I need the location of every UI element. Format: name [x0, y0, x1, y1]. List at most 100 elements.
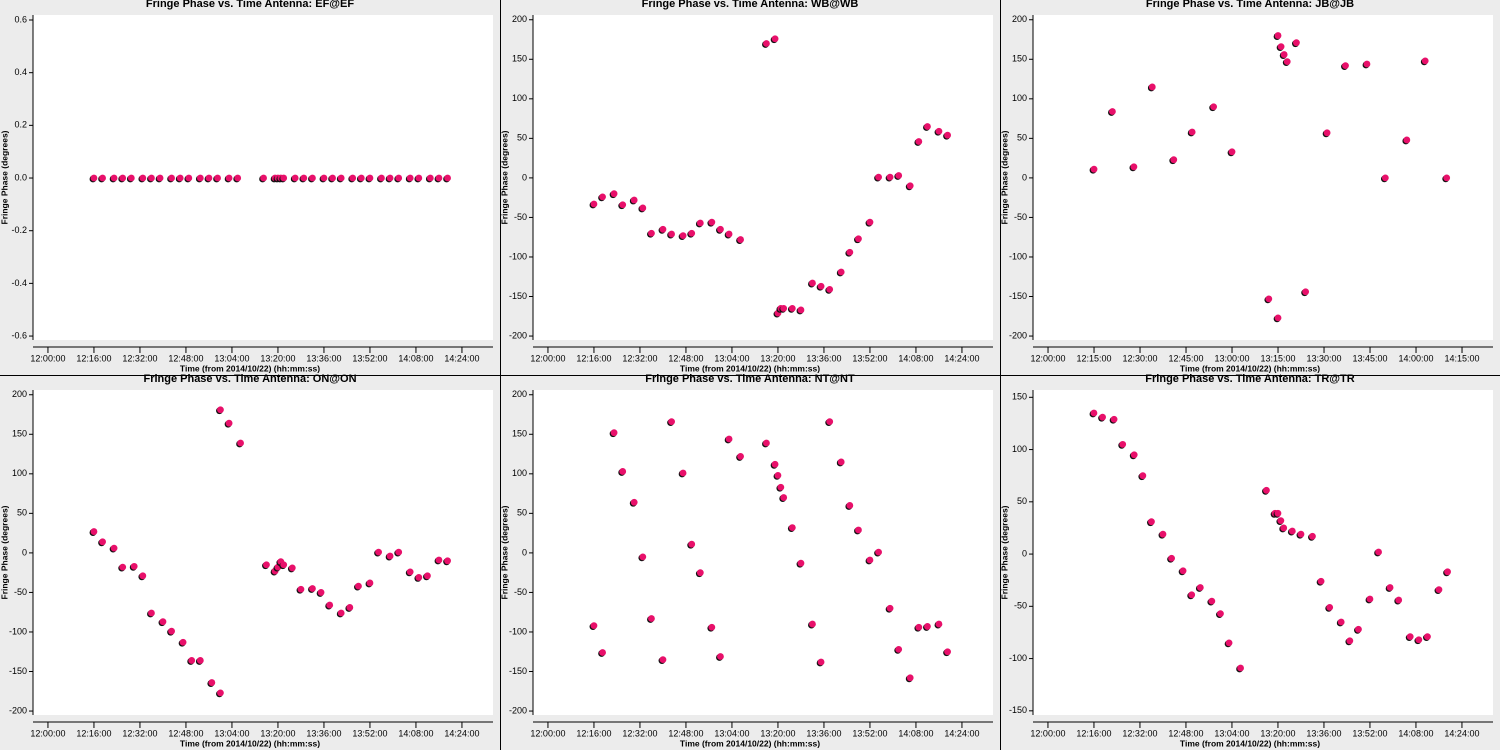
marker — [1386, 584, 1394, 591]
x-tick-label: 14:08:00 — [398, 353, 433, 363]
marker — [119, 174, 127, 182]
marker — [1148, 518, 1155, 526]
marker — [866, 556, 874, 564]
x-tick-label: 12:48:00 — [668, 353, 703, 363]
panel-title: Fringe Phase vs. Time Antenna: EF@EF — [146, 0, 354, 10]
x-tick-label: 13:52:00 — [352, 353, 387, 363]
marker — [777, 483, 785, 491]
y-tick-label: 200 — [1012, 14, 1027, 24]
y-tick-label: 150 — [512, 54, 527, 64]
y-tick-label: -150 — [1009, 705, 1027, 715]
marker — [1274, 314, 1282, 322]
x-tick-label: 12:16:00 — [76, 728, 111, 738]
y-axis-label: Fringe Phase (degrees) — [999, 505, 1009, 599]
marker — [337, 609, 345, 617]
x-axis-label: Time (from 2014/10/22) (hh:mm:ss) — [680, 363, 820, 373]
marker — [780, 304, 788, 312]
marker — [688, 229, 696, 237]
y-tick-label: -50 — [514, 212, 527, 222]
marker — [139, 572, 147, 580]
x-tick-label: 12:48:00 — [168, 728, 203, 738]
y-tick-label: 200 — [512, 14, 527, 24]
x-tick-label: 13:04:00 — [714, 353, 749, 363]
y-axis-label: Fringe Phase (degrees) — [499, 505, 509, 599]
marker — [1170, 156, 1178, 164]
marker — [168, 174, 175, 182]
marker — [406, 568, 414, 576]
marker — [1225, 639, 1233, 647]
marker — [866, 218, 874, 226]
marker — [837, 458, 845, 466]
marker — [415, 574, 423, 581]
panel: 150 100 50 0 -50 -100 -150 12:00:00 12:16:00 12:3… — [999, 373, 1493, 748]
x-tick-label: 13:20:00 — [1260, 728, 1295, 738]
y-tick-label: 50 — [1017, 133, 1027, 143]
marker — [1210, 103, 1218, 111]
x-tick-label: 12:00:00 — [530, 353, 565, 363]
y-tick-label: 0.4 — [14, 67, 27, 77]
y-tick-label: -50 — [514, 587, 527, 597]
marker — [797, 306, 805, 314]
x-tick-label: 13:36:00 — [306, 728, 341, 738]
marker — [309, 174, 316, 182]
marker — [99, 174, 106, 182]
marker — [875, 173, 882, 181]
x-tick-label: 13:36:00 — [806, 353, 841, 363]
marker — [130, 562, 138, 570]
x-tick-label: 12:32:00 — [122, 353, 157, 363]
marker — [837, 268, 845, 276]
marker — [1444, 568, 1451, 576]
y-tick-label: -0.6 — [11, 330, 27, 340]
x-tick-label: 13:52:00 — [352, 728, 387, 738]
panel: 200 150 100 50 0 -50 -100 -150 -200 12:00:00 12:15… — [999, 0, 1493, 373]
marker — [426, 174, 434, 182]
marker — [1280, 524, 1288, 532]
marker — [1346, 637, 1354, 645]
marker — [196, 174, 204, 182]
marker — [725, 230, 733, 238]
y-tick-label: -200 — [9, 705, 27, 715]
x-tick-label: 13:20:00 — [260, 353, 295, 363]
marker — [737, 453, 744, 460]
marker — [1293, 39, 1300, 47]
marker — [708, 218, 716, 226]
x-tick-label: 12:45:00 — [1169, 353, 1204, 363]
marker — [619, 201, 627, 209]
marker — [395, 548, 403, 556]
y-tick-label: -50 — [1014, 601, 1027, 611]
marker — [846, 248, 854, 256]
x-tick-label: 13:45:00 — [1353, 353, 1388, 363]
plot-area — [533, 390, 993, 715]
marker — [1237, 664, 1244, 672]
marker — [639, 553, 647, 561]
panel: 0.6 0.4 0.2 0.0 -0.2 -0.4 -0.6 12:00:00 12:16:00… — [0, 0, 493, 373]
marker — [906, 674, 914, 682]
marker — [179, 638, 187, 646]
marker — [809, 620, 816, 628]
marker — [817, 658, 825, 666]
marker — [326, 601, 334, 609]
y-tick-label: -100 — [1009, 251, 1027, 261]
marker — [717, 653, 724, 660]
y-tick-label: 100 — [1012, 444, 1027, 454]
x-tick-label: 14:08:00 — [898, 353, 933, 363]
marker — [763, 40, 770, 47]
marker — [915, 138, 923, 145]
marker — [1337, 618, 1345, 626]
x-tick-label: 12:32:00 — [622, 353, 657, 363]
y-tick-label: 0 — [522, 547, 527, 557]
marker — [817, 282, 825, 290]
marker — [797, 559, 805, 567]
x-tick-label: 12:30:00 — [1123, 353, 1158, 363]
marker — [1415, 636, 1423, 644]
marker — [1355, 625, 1362, 633]
x-tick-label: 14:15:00 — [1445, 353, 1480, 363]
x-tick-label: 12:00:00 — [30, 728, 65, 738]
panel-title: Fringe Phase vs. Time Antenna: NT@NT — [645, 373, 855, 385]
marker — [444, 174, 451, 182]
plot-area — [1033, 390, 1493, 715]
marker — [763, 439, 770, 447]
marker — [234, 174, 242, 182]
x-tick-label: 12:15:00 — [1077, 353, 1112, 363]
